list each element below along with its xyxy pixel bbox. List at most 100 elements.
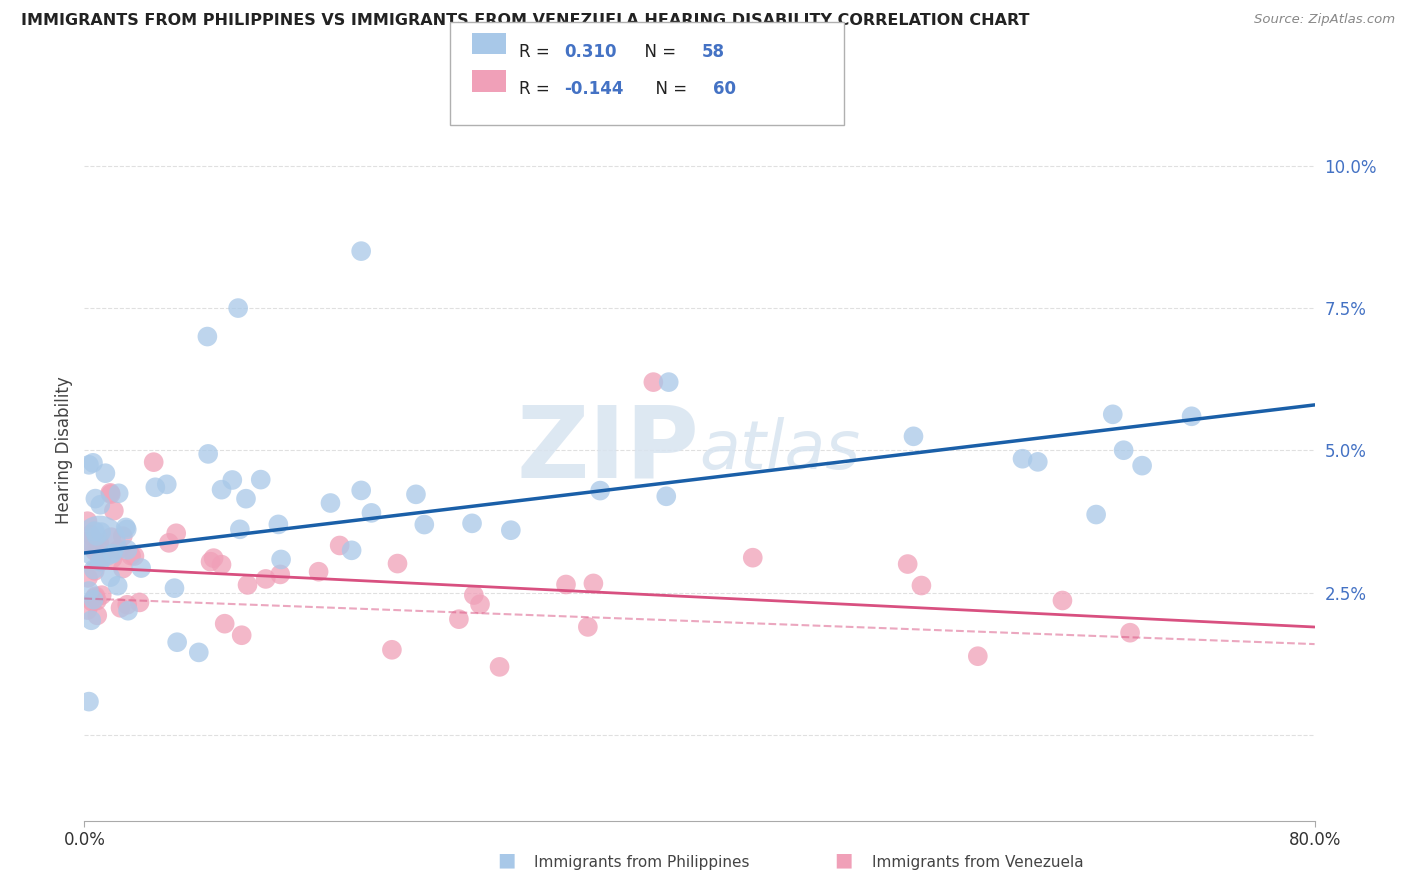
Point (86, 608, 108, 623)
Point (187, 645, 209, 659)
Point (77, 695, 100, 709)
Point (350, 244, 373, 259)
Text: 60: 60 (713, 80, 735, 98)
Point (115, 523, 138, 537)
Point (214, 616, 236, 631)
Point (658, 375, 681, 389)
Point (89, 498, 111, 512)
Point (202, 551, 225, 566)
Point (84, 491, 107, 506)
Point (117, 542, 139, 557)
Text: N =: N = (634, 43, 682, 61)
Point (100, 487, 122, 501)
Point (94, 466, 117, 480)
Point (91, 549, 114, 564)
Point (910, 578, 932, 592)
Text: -0.144: -0.144 (564, 80, 623, 98)
Point (76, 534, 98, 549)
Point (387, 557, 409, 571)
Point (468, 597, 491, 611)
Point (83, 562, 105, 576)
Point (143, 480, 166, 494)
Point (77, 458, 100, 472)
Point (86, 529, 108, 543)
Point (110, 600, 132, 615)
Point (254, 572, 277, 586)
Point (76, 514, 98, 528)
Point (350, 483, 373, 498)
Point (1026, 455, 1049, 469)
Point (1011, 451, 1033, 466)
Point (84, 591, 107, 605)
Point (100, 530, 122, 544)
Text: Immigrants from Venezuela: Immigrants from Venezuela (872, 855, 1084, 870)
Point (80, 613, 103, 627)
Text: Immigrants from Philippines: Immigrants from Philippines (534, 855, 749, 870)
Point (114, 520, 136, 534)
Point (82, 456, 104, 470)
Point (86, 593, 108, 607)
Point (197, 447, 219, 461)
Point (499, 523, 522, 537)
Point (83, 524, 105, 538)
Point (107, 579, 129, 593)
Point (156, 477, 179, 491)
Point (231, 628, 253, 642)
Point (89, 549, 111, 563)
Point (89, 536, 111, 550)
Point (360, 506, 382, 520)
Text: IMMIGRANTS FROM PHILIPPINES VS IMMIGRANTS FROM VENEZUELA HEARING DISABILITY CORR: IMMIGRANTS FROM PHILIPPINES VS IMMIGRANT… (21, 13, 1029, 29)
Point (236, 578, 259, 592)
Point (903, 429, 925, 443)
Text: atlas: atlas (700, 417, 860, 483)
Point (1052, 593, 1074, 607)
Point (211, 558, 233, 572)
Point (90, 525, 112, 540)
Y-axis label: Hearing Disability: Hearing Disability (55, 376, 73, 524)
Text: ■: ■ (834, 851, 853, 870)
Point (1181, 409, 1204, 424)
Point (269, 567, 291, 582)
Point (129, 561, 152, 575)
Point (319, 496, 342, 510)
Text: N =: N = (645, 80, 693, 98)
Point (966, 649, 988, 664)
Point (83, 541, 105, 555)
Point (83, 592, 105, 607)
Point (111, 529, 134, 543)
Point (111, 561, 134, 575)
Point (381, 642, 404, 657)
Point (329, 539, 352, 553)
Point (120, 549, 142, 563)
Point (87, 541, 110, 556)
Point (101, 547, 124, 561)
Point (1119, 625, 1142, 640)
Text: ZIP: ZIP (516, 402, 700, 499)
Point (100, 570, 122, 584)
Text: R =: R = (519, 80, 555, 98)
Point (77, 571, 100, 585)
Point (128, 595, 150, 609)
Point (115, 598, 138, 612)
Point (270, 552, 292, 566)
Point (1130, 458, 1153, 473)
Point (90, 588, 112, 602)
Point (124, 549, 146, 563)
Point (107, 542, 129, 557)
Point (83, 564, 105, 578)
Point (555, 577, 578, 591)
Point (165, 526, 187, 541)
Point (84, 589, 107, 603)
Point (229, 522, 252, 536)
Point (897, 557, 920, 571)
Point (1112, 443, 1135, 458)
Point (82, 595, 104, 609)
Point (77, 584, 100, 599)
Point (463, 588, 485, 602)
Point (163, 581, 186, 595)
Point (226, 301, 249, 315)
Text: Source: ZipAtlas.com: Source: ZipAtlas.com (1254, 13, 1395, 27)
Point (413, 517, 436, 532)
Point (235, 491, 257, 506)
Point (157, 536, 180, 550)
